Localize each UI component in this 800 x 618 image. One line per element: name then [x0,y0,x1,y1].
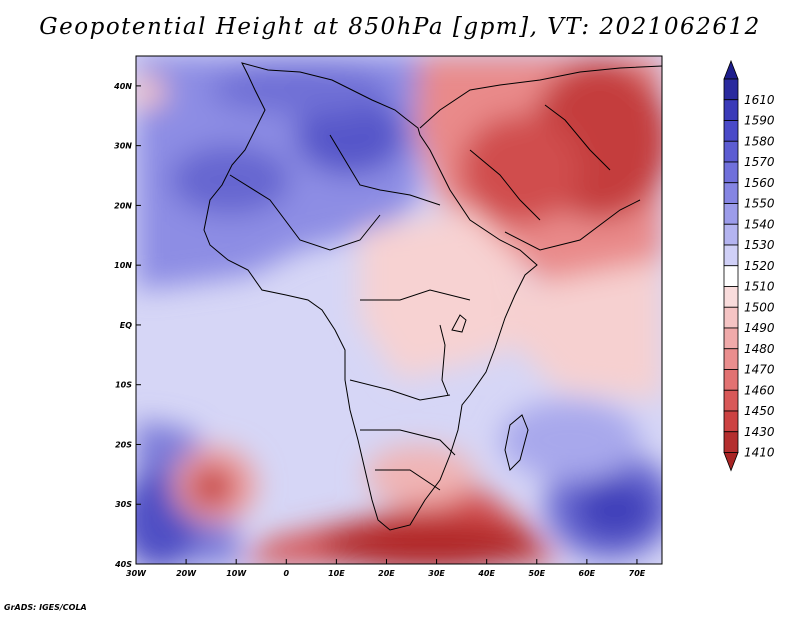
lat-tick-label: 20N [114,201,132,210]
colorbar-label: 1480 [744,342,775,356]
longitude-axis: 30W 20W 10W 0 10E 20E 30E 40E 50E 60E 70E [126,559,646,578]
colorbar-label: 1560 [744,176,775,190]
colorbar-box [723,369,739,391]
colorbar-label: 1490 [744,321,775,335]
colorbar-label: 1450 [744,404,775,418]
colorbar-box [723,306,739,329]
lat-tick-label: 40S [114,560,132,569]
height-field [136,56,662,564]
lat-tick-label: 30S [115,500,132,509]
lat-tick-label: 40N [113,82,132,91]
colorbar-box [723,223,739,246]
colorbar-label: 1410 [744,446,775,460]
colorbar-box [723,286,739,308]
colorbar-label: 1530 [744,238,775,252]
colorbar-box [723,389,739,412]
colorbar-box [723,78,739,101]
map-title: Geopotential Height at 850hPa [gpm], VT:… [39,14,761,40]
map-frame [135,55,663,565]
lon-tick-label: 20W [176,569,197,578]
colorbar-box [723,327,739,350]
lon-tick-label: 0 [283,569,289,578]
lon-tick-label: 50E [528,569,545,578]
lat-tick-label: 10S [115,381,132,390]
lon-tick-label: 30E [428,569,445,578]
colorbar-box [723,182,739,204]
lon-tick-label: 10E [328,569,345,578]
lat-tick-label: EQ [120,321,132,330]
lon-tick-label: 40E [477,569,495,578]
lon-tick-label: 10W [226,569,247,578]
colorbar-top-arrow [723,59,739,80]
colorbar-box [723,99,739,121]
coastlines [203,62,662,531]
colorbar-label: 1460 [744,383,775,397]
colorbar-label: 1430 [744,425,775,439]
grads-credit: GrADS: IGES/COLA [4,603,87,612]
colorbar-box [723,120,739,142]
lon-tick-label: 60E [579,569,596,578]
colorbar-box [723,410,739,433]
colorbar-label: 1590 [744,114,775,128]
colorbar-label: 1470 [744,363,775,377]
colorbar-bottom-arrow [723,452,739,472]
colorbar-box [723,348,739,370]
lat-tick-label: 20S [115,440,132,449]
latitude-axis: 40N 30N 20N 10N EQ 10S 20S 30S 40S [113,82,141,569]
colorbar-label: 1550 [744,197,775,211]
lat-tick-label: 10N [114,261,132,270]
colorbar-label: 1500 [744,300,775,314]
colorbar-label: 1510 [744,280,775,294]
colorbar-label: 1610 [744,93,775,107]
colorbar-label: 1580 [744,134,775,148]
colorbar: 1610 1590 1580 1570 1560 1550 1540 1530 1520 1510… [723,59,775,472]
colorbar-box [723,140,739,163]
lon-tick-label: 20E [378,569,395,578]
colorbar-label: 1540 [744,217,775,231]
lon-tick-label: 70E [629,569,646,578]
lat-tick-label: 30N [114,142,132,151]
colorbar-label: 1520 [744,259,775,273]
colorbar-box [723,265,739,287]
colorbar-label: 1570 [744,155,775,169]
colorbar-box [723,431,739,453]
colorbar-box [723,161,739,184]
lon-tick-label: 30W [126,569,147,578]
colorbar-box [723,244,739,267]
colorbar-box [723,203,739,225]
